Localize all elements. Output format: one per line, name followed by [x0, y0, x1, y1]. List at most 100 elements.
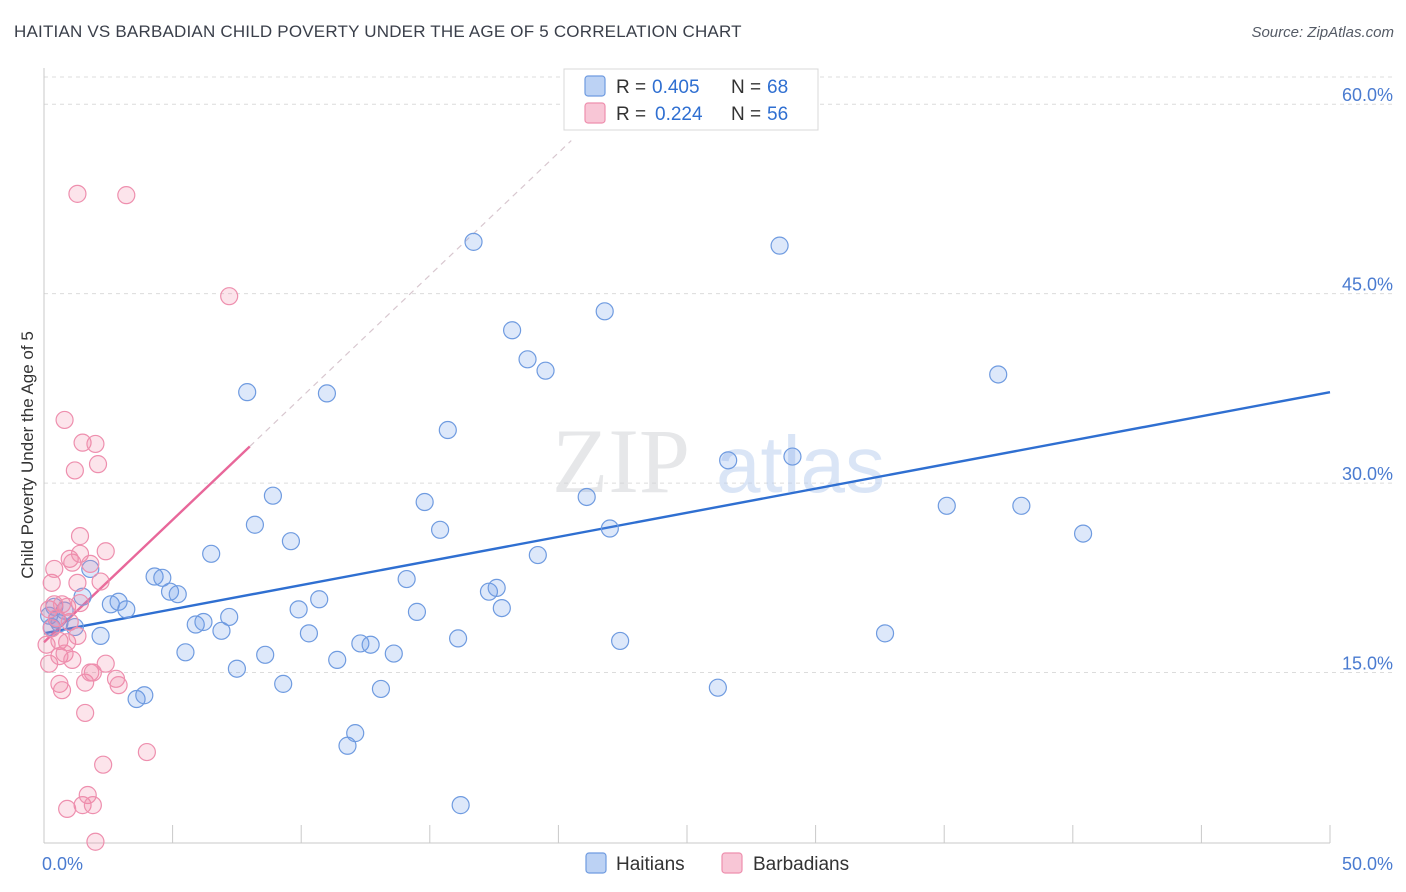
haitians-point-40 — [361, 635, 380, 654]
haitians-point-25 — [227, 659, 246, 678]
haitians-point-31 — [281, 532, 301, 551]
gridlines — [44, 76, 1394, 674]
legend-r-label-barbadians: R = — [616, 104, 651, 125]
haitians-point-53 — [492, 598, 511, 618]
bottom-legend-swatch-haitians — [585, 852, 607, 874]
haitians-point-47 — [438, 420, 457, 440]
haitians-point-30 — [274, 674, 293, 693]
series-legend: Haitians Barbadians — [585, 852, 849, 875]
haitians-point-12 — [117, 600, 136, 619]
legend-n-label-barbadians: N = — [731, 104, 766, 125]
barbadians-point-21 — [63, 650, 82, 669]
barbadians-point-39 — [86, 832, 105, 851]
barbadians-point-47 — [117, 186, 136, 205]
barbadians-point-43 — [96, 542, 115, 561]
watermark-atlas: atlas — [716, 420, 885, 509]
haitians-point-36 — [328, 650, 347, 669]
barbadians-point-49 — [220, 287, 239, 306]
barbadians-point-31 — [76, 673, 95, 692]
haitians-point-52 — [487, 578, 506, 597]
haitians-point-69 — [1012, 496, 1031, 515]
haitians-point-57 — [536, 361, 555, 380]
haitians-point-24 — [220, 607, 239, 627]
haitians-point-16 — [153, 568, 172, 587]
chart-title: HAITIAN VS BARBADIAN CHILD POVERTY UNDER… — [14, 22, 742, 41]
haitians-point-55 — [518, 350, 537, 369]
haitians-point-66 — [875, 624, 895, 643]
haitians-point-46 — [430, 520, 450, 539]
barbadians-point-37 — [83, 796, 102, 815]
legend-r-label-haitians: R = — [616, 77, 651, 98]
legend-box — [563, 68, 819, 131]
haitians-point-32 — [289, 600, 308, 619]
barbadians-point-17 — [58, 799, 77, 819]
barbadians-point-30 — [73, 796, 92, 815]
haitians-point-50 — [464, 232, 483, 251]
haitians-point-28 — [256, 645, 275, 664]
haitians-point-45 — [415, 492, 434, 512]
trend-barbadians-extension — [249, 140, 572, 447]
haitians-point-27 — [245, 515, 265, 534]
barbadians-point-14 — [55, 410, 74, 430]
haitians-point-21 — [194, 612, 213, 632]
haitians-point-64 — [770, 236, 789, 255]
barbadians-point-6 — [45, 559, 64, 579]
legend-swatch-barbadians — [584, 102, 606, 124]
y-tick-label-1: 30.0% — [1342, 464, 1393, 484]
legend-n-value-barbadians: 56 — [767, 104, 788, 125]
y-tick-labels: 15.0% 30.0% 45.0% 60.0% — [1342, 85, 1393, 673]
legend-r-value-haitians: 0.405 — [652, 77, 700, 98]
barbadians-point-25 — [68, 184, 87, 203]
haitians-point-11 — [109, 592, 128, 611]
haitians-point-48 — [448, 629, 468, 648]
haitians-point-70 — [1073, 524, 1093, 543]
bottom-legend-label-barbadians: Barbadians — [753, 854, 849, 875]
haitians-point-18 — [168, 585, 187, 604]
watermark: ZIP atlas — [552, 410, 885, 512]
barbadians-point-44 — [96, 654, 115, 673]
legend-n-label-haitians: N = — [731, 77, 766, 98]
barbadians-point-19 — [60, 612, 79, 632]
legend-r-value-barbadians: 0.224 — [655, 104, 703, 125]
haitians-point-41 — [371, 679, 391, 699]
haitians-point-56 — [528, 545, 547, 565]
haitians-point-63 — [719, 451, 738, 470]
trend-barbadians — [43, 445, 251, 644]
haitians-point-34 — [310, 590, 329, 609]
series-haitians — [40, 232, 1093, 815]
x-tick-label-1: 50.0% — [1342, 854, 1393, 874]
legend-swatch-haitians — [584, 75, 606, 97]
haitians-point-22 — [202, 544, 221, 563]
watermark-zip: ZIP — [552, 410, 690, 512]
barbadians-point-24 — [68, 626, 87, 645]
barbadians-point-38 — [86, 434, 105, 454]
haitians-point-9 — [91, 626, 110, 645]
x-tick-labels: 0.0% 50.0% — [42, 854, 1393, 874]
bottom-legend-label-haitians: Haitians — [616, 854, 685, 875]
series-barbadians — [37, 184, 239, 851]
haitians-point-38 — [346, 724, 365, 743]
haitians-point-15 — [145, 567, 164, 586]
haitians-point-43 — [397, 569, 416, 589]
haitians-point-59 — [595, 302, 614, 321]
bottom-legend-swatch-barbadians — [721, 852, 743, 874]
barbadians-point-16 — [58, 633, 77, 652]
barbadians-point-11 — [52, 681, 72, 700]
x-tick-label-0: 0.0% — [42, 854, 83, 874]
y-tick-label-3: 60.0% — [1342, 85, 1393, 105]
y-tick-label-0: 15.0% — [1342, 654, 1393, 674]
barbadians-point-41 — [91, 572, 110, 591]
haitians-point-65 — [783, 447, 802, 466]
barbadians-point-26 — [70, 527, 90, 546]
barbadians-point-40 — [88, 455, 108, 474]
haitians-point-8 — [81, 559, 100, 579]
trend-lines — [43, 140, 1331, 644]
y-axis-title: Child Poverty Under the Age of 5 — [18, 331, 37, 579]
barbadians-point-33 — [78, 785, 97, 805]
barbadians-point-28 — [70, 593, 90, 613]
haitians-point-68 — [989, 365, 1008, 384]
haitians-point-42 — [384, 644, 403, 663]
barbadians-point-42 — [94, 755, 113, 774]
barbadians-point-36 — [83, 663, 102, 682]
